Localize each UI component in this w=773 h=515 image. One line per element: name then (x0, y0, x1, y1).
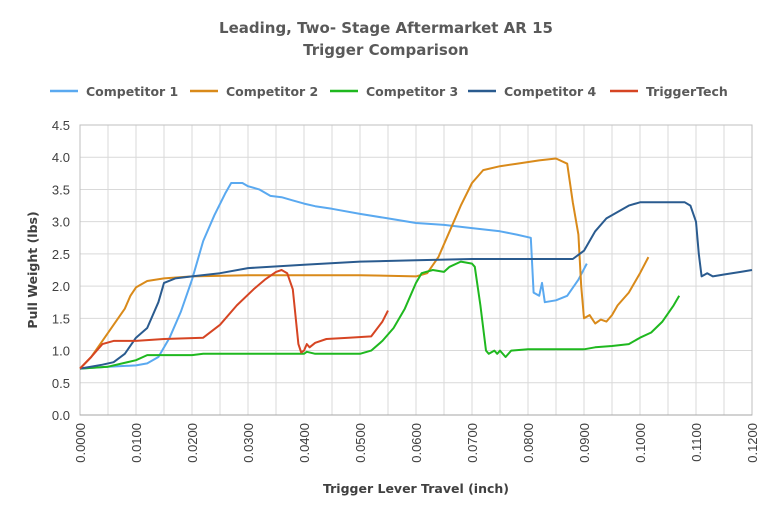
legend-label: Competitor 1 (86, 84, 178, 99)
series-lines (79, 157, 753, 370)
x-tick-label: 0.0100 (129, 423, 144, 463)
x-tick-label: 0.1100 (689, 423, 704, 462)
x-tick-label: 0.0600 (409, 423, 424, 463)
legend-label: Competitor 3 (366, 84, 458, 99)
y-axis-label: Pull Weight (lbs) (25, 211, 40, 328)
chart-title-line-1: Leading, Two- Stage Aftermarket AR 15 (219, 19, 553, 37)
y-tick-label: 1.5 (52, 311, 70, 326)
legend-item-competitor-1: Competitor 1 (50, 84, 178, 99)
grid (79, 124, 753, 416)
x-tick-label: 0.0900 (577, 423, 592, 463)
x-tick-label: 0.1200 (745, 423, 760, 463)
series-line-competitor-1 (79, 182, 588, 370)
legend-item-competitor-3: Competitor 3 (330, 84, 458, 99)
x-tick-label: 0.0800 (521, 423, 536, 463)
x-tick-label: 0.0300 (241, 423, 256, 463)
x-tick-label: 0.1000 (633, 423, 648, 463)
y-tick-label: 4.0 (52, 150, 70, 165)
legend-label: Competitor 2 (226, 84, 318, 99)
y-tick-label: 4.5 (52, 118, 70, 133)
series-line-triggertech (79, 269, 389, 370)
x-axis-label: Trigger Lever Travel (inch) (323, 481, 509, 496)
y-tick-label: 0.5 (52, 376, 70, 391)
x-tick-label: 0.0400 (297, 423, 312, 463)
series-line-competitor-2 (79, 157, 650, 370)
x-tick-label: 0.0500 (353, 423, 368, 463)
legend-item-competitor-4: Competitor 4 (468, 84, 597, 99)
legend-label: TriggerTech (646, 84, 728, 99)
legend-item-triggertech: TriggerTech (610, 84, 728, 99)
x-tick-label: 0.0200 (185, 423, 200, 463)
y-tick-label: 2.5 (52, 247, 70, 262)
y-tick-label: 0.0 (52, 408, 70, 423)
legend-label: Competitor 4 (504, 84, 597, 99)
y-tick-label: 3.5 (52, 182, 70, 197)
legend-item-competitor-2: Competitor 2 (190, 84, 318, 99)
y-tick-label: 3.0 (52, 215, 70, 230)
x-tick-label: 0.0000 (73, 423, 88, 463)
series-line-competitor-4 (79, 201, 753, 370)
axis-ticks: 0.0 0.5 1.0 1.5 2.0 2.5 3.0 3.5 4.0 4.5 0.0000 0.01… (52, 118, 760, 463)
series-line-competitor-3 (79, 260, 681, 370)
y-tick-label: 1.0 (52, 344, 70, 359)
x-tick-label: 0.0700 (465, 423, 480, 463)
y-tick-label: 2.0 (52, 279, 70, 294)
legend: Competitor 1 Competitor 2 Competitor 3 Comp… (50, 84, 728, 99)
chart-title-line-2: Trigger Comparison (303, 41, 469, 59)
